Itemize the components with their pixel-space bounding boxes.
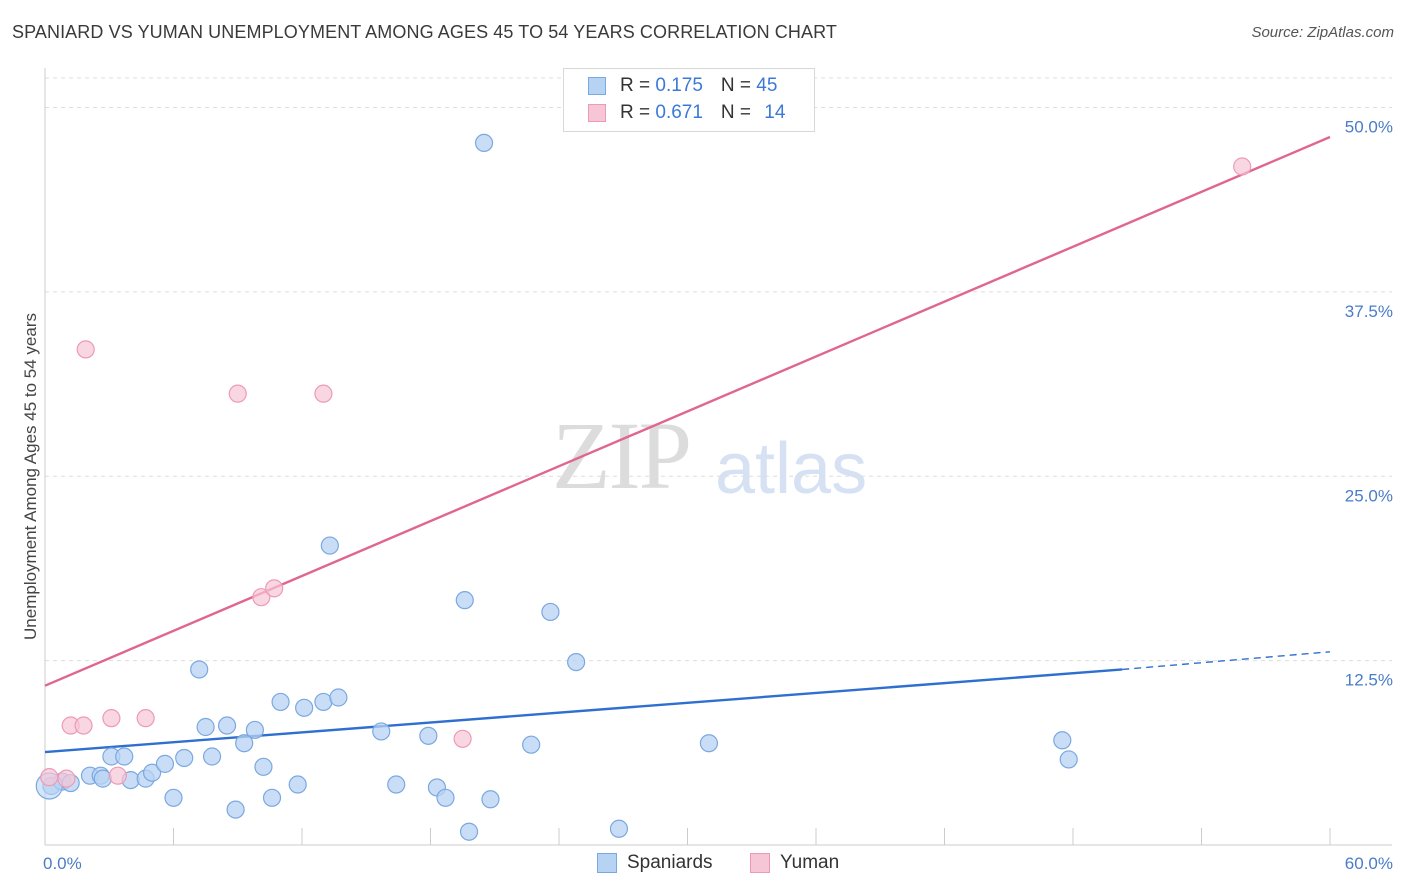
spaniards-point: [190, 660, 209, 679]
axes: [44, 68, 1392, 846]
yuman-point: [40, 768, 59, 787]
spaniards-point: [329, 688, 348, 707]
spaniards-point: [459, 822, 479, 841]
spaniards-point: [320, 536, 339, 555]
bottom-legend-spaniards: Spaniards: [597, 852, 713, 874]
spaniards-swatch: [597, 853, 617, 873]
spaniards-point: [609, 819, 629, 838]
trend-lines: [44, 135, 1331, 754]
spaniards-point: [262, 788, 282, 807]
legend-n-value: 14: [764, 102, 786, 123]
spaniards-point: [93, 769, 112, 788]
chart-title: SPANIARD VS YUMAN UNEMPLOYMENT AMONG AGE…: [12, 22, 837, 42]
spaniards-swatch: [588, 77, 606, 95]
legend-n-label: N =: [720, 102, 757, 123]
spaniards-point: [1053, 731, 1072, 750]
yuman-point: [453, 729, 472, 748]
legend-label-spaniards: Spaniards: [627, 852, 713, 873]
spaniards-point: [175, 748, 194, 768]
y-axis-label: Unemployment Among Ages 45 to 54 years: [21, 313, 40, 640]
x-tick-label: 60.0%: [1345, 854, 1393, 873]
legend-label-yuman: Yuman: [780, 852, 840, 873]
spaniards-point: [202, 747, 222, 766]
spaniards-point: [481, 790, 500, 809]
spaniards-trend-line: [44, 668, 1123, 754]
y-tick-label: 37.5%: [1345, 302, 1393, 321]
yuman-point: [265, 579, 284, 598]
spaniards-point: [567, 652, 586, 672]
yuman-point: [252, 588, 271, 607]
spaniards-point: [115, 747, 134, 766]
legend-r-value: 0.671: [655, 102, 703, 123]
spaniards-point: [436, 788, 455, 807]
spaniards-point: [196, 717, 215, 737]
spaniards-point: [217, 716, 237, 735]
yuman-swatch: [750, 853, 770, 873]
y-tick-label: 25.0%: [1345, 486, 1393, 505]
spaniards-point: [1059, 750, 1078, 769]
yuman-point: [57, 769, 76, 788]
tick-labels: 12.5% 25.0% 37.5% 50.0% 0.0% 60.0% Unemploymen…: [21, 118, 1393, 874]
spaniards-point: [295, 698, 314, 717]
spaniards-point: [254, 757, 273, 776]
legend-n-value: 45: [756, 75, 778, 96]
legend-r-value: 0.175: [655, 75, 703, 96]
legend-r-label: R =: [620, 102, 656, 123]
yuman-point: [102, 709, 121, 728]
legend-r-label: R =: [620, 75, 656, 96]
x-tick-label: 0.0%: [43, 854, 82, 873]
yuman-point: [1233, 157, 1252, 176]
legend-box: R = 0.175 N = 45 R = 0.671 N = 14: [563, 68, 815, 132]
spaniards-point: [522, 735, 541, 754]
spaniards-trend-extension: [1122, 651, 1331, 671]
spaniards-point: [155, 754, 175, 773]
spaniards-point: [419, 726, 438, 745]
grid-lines: [45, 77, 1392, 662]
spaniards-point: [245, 720, 264, 740]
spaniards-point: [474, 133, 494, 152]
legend-row-spaniards: R = 0.175 N = 45: [588, 74, 777, 98]
legend-row-yuman: R = 0.671 N = 14: [588, 101, 785, 125]
legend-n-label: N =: [720, 75, 757, 96]
spaniards-point: [271, 692, 290, 712]
bottom-legend-yuman: Yuman: [750, 852, 839, 874]
spaniards-point: [235, 734, 254, 753]
y-tick-label: 50.0%: [1345, 118, 1393, 137]
spaniards-point: [372, 722, 391, 741]
yuman-trend-line: [44, 135, 1331, 687]
spaniards-point: [226, 800, 245, 819]
spaniards-point: [541, 602, 560, 622]
yuman-point: [108, 766, 127, 785]
y-tick-label: 12.5%: [1345, 671, 1393, 690]
yuman-point: [74, 716, 93, 735]
yuman-point: [314, 384, 333, 403]
data-points: [35, 133, 1252, 841]
yuman-swatch: [588, 104, 606, 122]
source-label: Source: ZipAtlas.com: [1251, 24, 1394, 41]
yuman-point: [76, 340, 95, 359]
spaniards-point: [455, 591, 474, 610]
spaniards-point: [314, 692, 333, 712]
spaniards-point: [288, 775, 307, 794]
spaniards-point: [699, 734, 719, 753]
spaniards-point: [387, 775, 406, 794]
yuman-point: [228, 384, 247, 403]
spaniards-point: [164, 788, 183, 807]
yuman-point: [136, 709, 155, 728]
watermark-atlas: atlas: [715, 429, 868, 509]
spaniards-point: [142, 763, 162, 782]
